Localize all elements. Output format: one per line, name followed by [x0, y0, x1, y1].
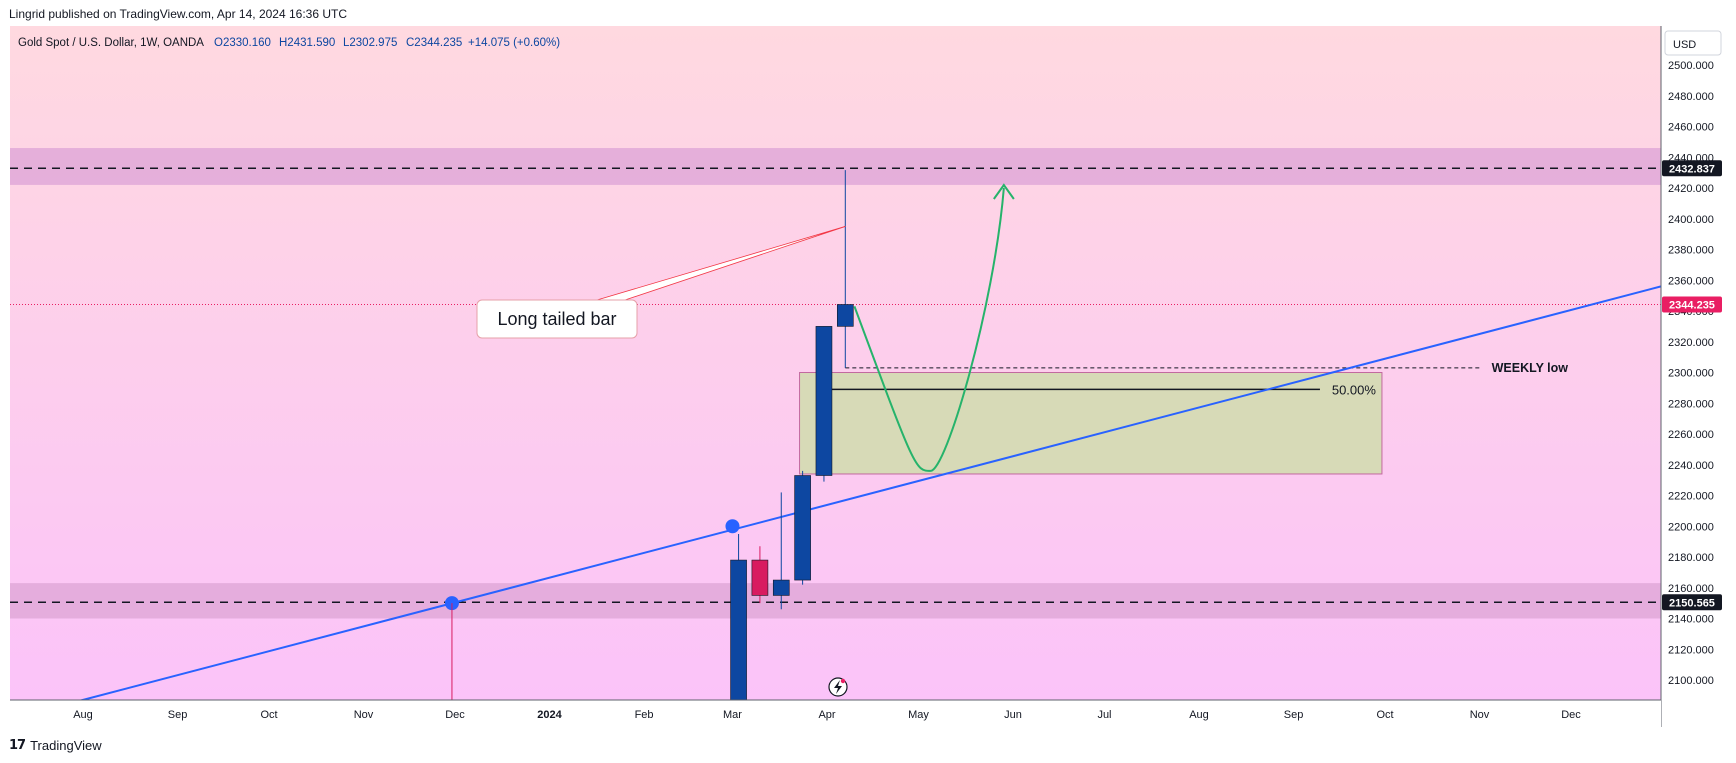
- legend-high: H2431.590: [279, 37, 335, 49]
- lightning-icon[interactable]: [828, 677, 848, 697]
- x-tick-label: Sep: [1284, 709, 1304, 721]
- tradingview-logo-icon: 𝟭𝟳: [9, 737, 26, 752]
- y-tick-label: 2280.000: [1668, 398, 1714, 410]
- legend-open: O2330.160: [214, 37, 271, 49]
- x-tick-label: Jul: [1097, 709, 1111, 721]
- x-tick-label: Oct: [260, 709, 277, 721]
- x-tick-label: Apr: [818, 709, 835, 721]
- fib-mid-label: 50.00%: [1332, 382, 1377, 397]
- x-tick-label: May: [908, 709, 929, 721]
- currency-label: USD: [1673, 39, 1696, 51]
- x-tick-label: Dec: [445, 709, 465, 721]
- y-tick-label: 2480.000: [1668, 91, 1714, 103]
- x-tick-label: Dec: [1561, 709, 1581, 721]
- y-tick-label: 2180.000: [1668, 552, 1714, 564]
- candle-body[interactable]: [794, 475, 811, 581]
- level-price-tag: [1662, 594, 1722, 611]
- y-tick-label: 2160.000: [1668, 583, 1714, 595]
- callout-pointer: [596, 226, 846, 301]
- current-price-tag: [1662, 296, 1722, 313]
- legend-change: +14.075 (+0.60%): [468, 37, 560, 49]
- x-tick-label: Nov: [1470, 709, 1490, 721]
- fib-zone-rect[interactable]: [799, 372, 1383, 475]
- currency-button[interactable]: USD: [1664, 30, 1722, 56]
- y-tick-label: 2220.000: [1668, 491, 1714, 503]
- projection-curve[interactable]: [853, 187, 1005, 472]
- footer-brand: 𝟭𝟳 TradingView: [9, 737, 102, 753]
- price-axis[interactable]: [1661, 26, 1727, 700]
- x-tick-label: Mar: [723, 709, 742, 721]
- x-tick-label: Oct: [1376, 709, 1393, 721]
- x-tick-label: Sep: [168, 709, 188, 721]
- weekly-low-label: WEEKLY low: [1492, 361, 1569, 375]
- legend-close: C2344.235: [406, 37, 462, 49]
- y-tick-label: 2120.000: [1668, 644, 1714, 656]
- chart-legend: Gold Spot / U.S. Dollar, 1W, OANDA O2330…: [18, 37, 560, 49]
- legend-low: L2302.975: [343, 37, 397, 49]
- candle-body[interactable]: [772, 579, 790, 596]
- x-tick-label: Feb: [635, 709, 654, 721]
- y-tick-label: 2460.000: [1668, 122, 1714, 134]
- trendline[interactable]: [76, 285, 1662, 703]
- y-tick-label: 2400.000: [1668, 214, 1714, 226]
- x-tick-label: 2024: [537, 709, 562, 721]
- x-tick-label: Aug: [73, 709, 93, 721]
- y-tick-label: 2240.000: [1668, 460, 1714, 472]
- footer-brand-label: TradingView: [30, 737, 102, 753]
- trend-point[interactable]: [725, 519, 740, 534]
- y-tick-label: 2380.000: [1668, 245, 1714, 257]
- level-zone: [10, 148, 1661, 185]
- y-tick-label: 2300.000: [1668, 368, 1714, 380]
- x-tick-label: Nov: [354, 709, 374, 721]
- y-tick-label: 2500.000: [1668, 60, 1714, 72]
- y-tick-label: 2360.000: [1668, 275, 1714, 287]
- y-tick-label: 2320.000: [1668, 337, 1714, 349]
- candle-body[interactable]: [751, 559, 769, 596]
- candle-body[interactable]: [730, 559, 747, 701]
- level-price-label: 2150.565: [1669, 597, 1715, 609]
- candle-body[interactable]: [836, 304, 854, 327]
- callout-box[interactable]: [476, 299, 638, 339]
- callout-text: Long tailed bar: [497, 309, 616, 329]
- x-tick-label: Aug: [1189, 709, 1209, 721]
- projection-arrowhead-icon: [993, 183, 1015, 200]
- current-price-label: 2344.235: [1669, 299, 1715, 311]
- published-caption: Lingrid published on TradingView.com, Ap…: [9, 7, 347, 21]
- y-tick-label: 2100.000: [1668, 675, 1714, 687]
- y-tick-label: 2260.000: [1668, 429, 1714, 441]
- y-tick-label: 2140.000: [1668, 614, 1714, 626]
- level-price-label: 2432.837: [1669, 163, 1715, 175]
- candle-body[interactable]: [815, 326, 833, 476]
- y-tick-label: 2420.000: [1668, 183, 1714, 195]
- y-tick-label: 2200.000: [1668, 521, 1714, 533]
- time-axis[interactable]: [10, 700, 1661, 727]
- level-zone: [10, 583, 1661, 619]
- x-tick-label: Jun: [1004, 709, 1022, 721]
- legend-symbol: Gold Spot / U.S. Dollar, 1W, OANDA: [18, 37, 204, 49]
- level-price-tag: [1662, 160, 1722, 177]
